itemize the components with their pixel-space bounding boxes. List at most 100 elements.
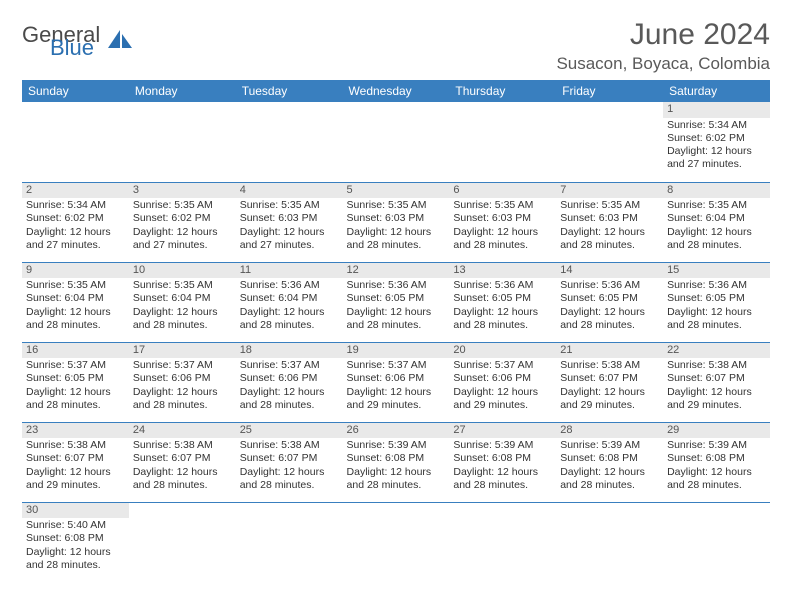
day-line-ss: Sunset: 6:06 PM <box>347 372 446 385</box>
day-cell <box>236 502 343 582</box>
day-body: Sunrise: 5:39 AMSunset: 6:08 PMDaylight:… <box>556 438 663 495</box>
day-line-dl2: and 28 minutes. <box>667 319 766 332</box>
day-line-dl1: Daylight: 12 hours <box>133 386 232 399</box>
day-number: 2 <box>22 183 129 199</box>
day-number: 18 <box>236 343 343 359</box>
day-body: Sunrise: 5:40 AMSunset: 6:08 PMDaylight:… <box>22 518 129 575</box>
day-number: 19 <box>343 343 450 359</box>
day-line-sr: Sunrise: 5:34 AM <box>667 119 766 132</box>
day-line-dl2: and 28 minutes. <box>240 479 339 492</box>
day-cell <box>129 102 236 182</box>
header: General Blue June 2024 Susacon, Boyaca, … <box>22 18 770 74</box>
day-number: 28 <box>556 423 663 439</box>
day-line-sr: Sunrise: 5:38 AM <box>133 439 232 452</box>
day-line-dl1: Daylight: 12 hours <box>667 466 766 479</box>
day-line-ss: Sunset: 6:04 PM <box>26 292 125 305</box>
day-line-dl1: Daylight: 12 hours <box>240 226 339 239</box>
day-cell: 19Sunrise: 5:37 AMSunset: 6:06 PMDayligh… <box>343 342 450 422</box>
day-body: Sunrise: 5:37 AMSunset: 6:06 PMDaylight:… <box>129 358 236 415</box>
day-header: Sunday <box>22 80 129 102</box>
day-line-dl1: Daylight: 12 hours <box>240 466 339 479</box>
day-number: 27 <box>449 423 556 439</box>
day-line-sr: Sunrise: 5:35 AM <box>667 199 766 212</box>
day-number: 8 <box>663 183 770 199</box>
day-header: Friday <box>556 80 663 102</box>
day-line-ss: Sunset: 6:06 PM <box>453 372 552 385</box>
day-line-dl2: and 29 minutes. <box>667 399 766 412</box>
day-line-sr: Sunrise: 5:36 AM <box>667 279 766 292</box>
day-line-dl2: and 28 minutes. <box>347 239 446 252</box>
week-row: 2Sunrise: 5:34 AMSunset: 6:02 PMDaylight… <box>22 182 770 262</box>
day-number: 7 <box>556 183 663 199</box>
day-number: 11 <box>236 263 343 279</box>
day-line-ss: Sunset: 6:07 PM <box>26 452 125 465</box>
day-header-row: SundayMondayTuesdayWednesdayThursdayFrid… <box>22 80 770 102</box>
day-cell: 22Sunrise: 5:38 AMSunset: 6:07 PMDayligh… <box>663 342 770 422</box>
day-body: Sunrise: 5:36 AMSunset: 6:05 PMDaylight:… <box>449 278 556 335</box>
day-line-dl1: Daylight: 12 hours <box>347 306 446 319</box>
day-line-dl1: Daylight: 12 hours <box>560 226 659 239</box>
day-cell <box>449 502 556 582</box>
day-line-sr: Sunrise: 5:37 AM <box>347 359 446 372</box>
day-line-dl2: and 29 minutes. <box>26 479 125 492</box>
day-line-sr: Sunrise: 5:38 AM <box>26 439 125 452</box>
day-body: Sunrise: 5:39 AMSunset: 6:08 PMDaylight:… <box>449 438 556 495</box>
day-body: Sunrise: 5:38 AMSunset: 6:07 PMDaylight:… <box>236 438 343 495</box>
day-body: Sunrise: 5:36 AMSunset: 6:04 PMDaylight:… <box>236 278 343 335</box>
day-body: Sunrise: 5:37 AMSunset: 6:05 PMDaylight:… <box>22 358 129 415</box>
day-cell: 1Sunrise: 5:34 AMSunset: 6:02 PMDaylight… <box>663 102 770 182</box>
day-line-ss: Sunset: 6:03 PM <box>240 212 339 225</box>
day-line-ss: Sunset: 6:04 PM <box>133 292 232 305</box>
day-body: Sunrise: 5:36 AMSunset: 6:05 PMDaylight:… <box>343 278 450 335</box>
week-row: 1Sunrise: 5:34 AMSunset: 6:02 PMDaylight… <box>22 102 770 182</box>
day-line-sr: Sunrise: 5:36 AM <box>560 279 659 292</box>
day-number: 26 <box>343 423 450 439</box>
day-line-ss: Sunset: 6:05 PM <box>667 292 766 305</box>
day-cell: 30Sunrise: 5:40 AMSunset: 6:08 PMDayligh… <box>22 502 129 582</box>
day-line-dl2: and 28 minutes. <box>133 319 232 332</box>
day-line-dl2: and 28 minutes. <box>133 399 232 412</box>
day-line-ss: Sunset: 6:07 PM <box>133 452 232 465</box>
day-line-dl2: and 29 minutes. <box>560 399 659 412</box>
day-line-sr: Sunrise: 5:38 AM <box>240 439 339 452</box>
day-cell: 2Sunrise: 5:34 AMSunset: 6:02 PMDaylight… <box>22 182 129 262</box>
day-line-ss: Sunset: 6:03 PM <box>347 212 446 225</box>
day-line-ss: Sunset: 6:08 PM <box>453 452 552 465</box>
day-line-ss: Sunset: 6:07 PM <box>560 372 659 385</box>
day-body: Sunrise: 5:37 AMSunset: 6:06 PMDaylight:… <box>236 358 343 415</box>
day-number: 23 <box>22 423 129 439</box>
day-cell: 10Sunrise: 5:35 AMSunset: 6:04 PMDayligh… <box>129 262 236 342</box>
day-number: 16 <box>22 343 129 359</box>
day-body: Sunrise: 5:35 AMSunset: 6:04 PMDaylight:… <box>663 198 770 255</box>
day-line-dl1: Daylight: 12 hours <box>453 226 552 239</box>
day-number: 21 <box>556 343 663 359</box>
day-line-dl2: and 28 minutes. <box>453 239 552 252</box>
day-line-dl1: Daylight: 12 hours <box>560 386 659 399</box>
day-cell: 18Sunrise: 5:37 AMSunset: 6:06 PMDayligh… <box>236 342 343 422</box>
day-line-ss: Sunset: 6:05 PM <box>347 292 446 305</box>
day-body: Sunrise: 5:37 AMSunset: 6:06 PMDaylight:… <box>343 358 450 415</box>
day-line-ss: Sunset: 6:08 PM <box>667 452 766 465</box>
day-line-sr: Sunrise: 5:35 AM <box>560 199 659 212</box>
day-line-dl1: Daylight: 12 hours <box>453 306 552 319</box>
day-body: Sunrise: 5:38 AMSunset: 6:07 PMDaylight:… <box>129 438 236 495</box>
day-body: Sunrise: 5:35 AMSunset: 6:02 PMDaylight:… <box>129 198 236 255</box>
day-number: 30 <box>22 503 129 519</box>
day-line-dl1: Daylight: 12 hours <box>667 145 766 158</box>
day-line-ss: Sunset: 6:05 PM <box>560 292 659 305</box>
day-line-dl2: and 28 minutes. <box>347 479 446 492</box>
day-line-dl2: and 28 minutes. <box>133 479 232 492</box>
day-line-sr: Sunrise: 5:35 AM <box>453 199 552 212</box>
day-line-dl1: Daylight: 12 hours <box>26 466 125 479</box>
day-number: 29 <box>663 423 770 439</box>
day-cell: 11Sunrise: 5:36 AMSunset: 6:04 PMDayligh… <box>236 262 343 342</box>
day-line-dl1: Daylight: 12 hours <box>453 466 552 479</box>
day-cell <box>556 102 663 182</box>
day-cell: 25Sunrise: 5:38 AMSunset: 6:07 PMDayligh… <box>236 422 343 502</box>
day-line-dl1: Daylight: 12 hours <box>26 226 125 239</box>
day-line-dl1: Daylight: 12 hours <box>347 386 446 399</box>
day-body: Sunrise: 5:35 AMSunset: 6:03 PMDaylight:… <box>449 198 556 255</box>
day-line-dl1: Daylight: 12 hours <box>26 546 125 559</box>
day-number: 20 <box>449 343 556 359</box>
week-row: 9Sunrise: 5:35 AMSunset: 6:04 PMDaylight… <box>22 262 770 342</box>
